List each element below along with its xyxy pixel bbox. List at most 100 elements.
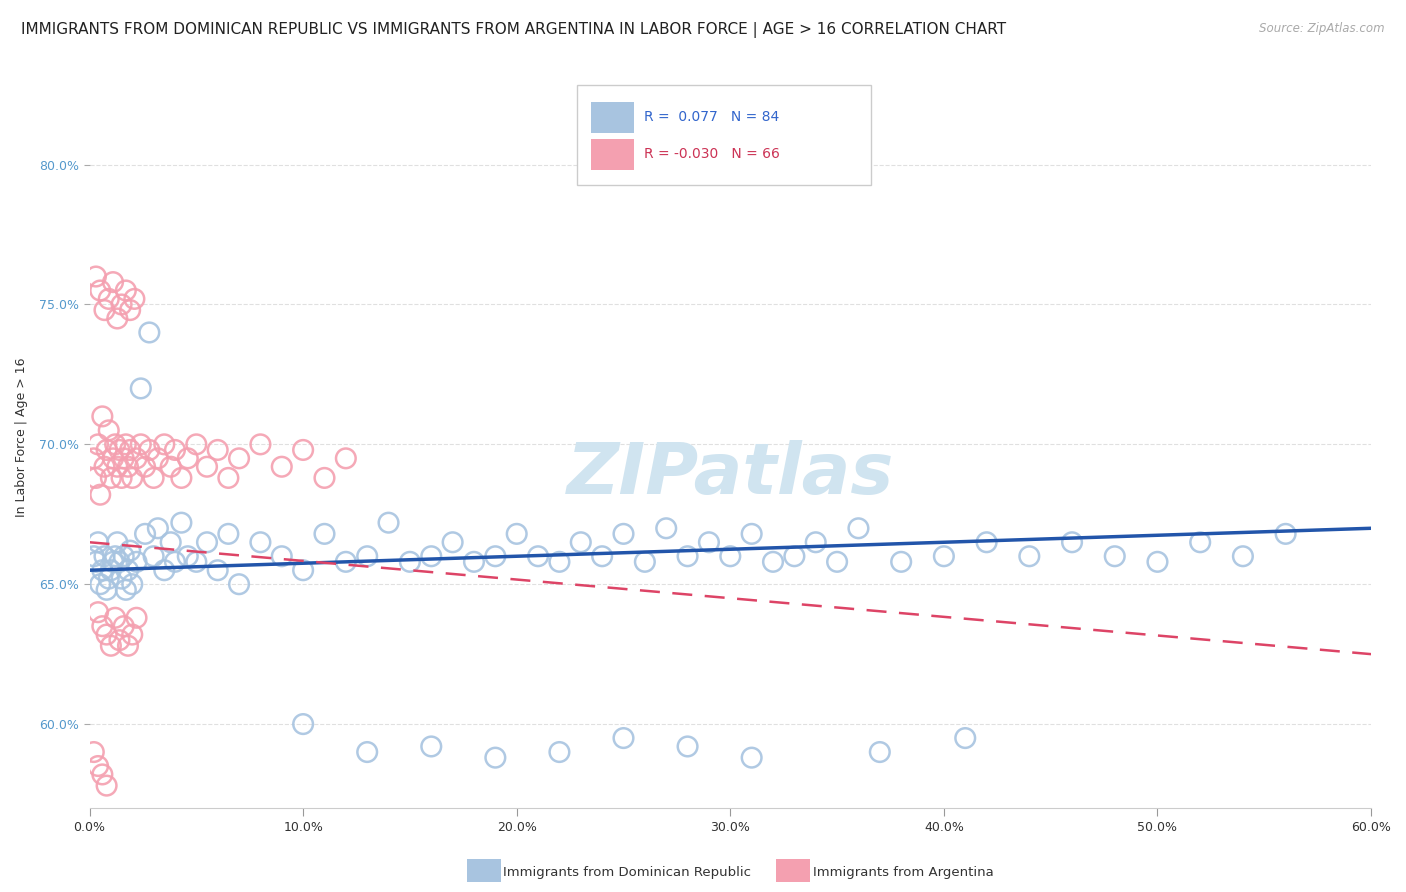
FancyBboxPatch shape	[576, 86, 872, 186]
Point	[91, 619, 114, 633]
Point	[270, 459, 292, 474]
Point	[741, 750, 763, 764]
Point	[1060, 535, 1083, 549]
Point	[96, 582, 118, 597]
Point	[741, 527, 763, 541]
Point	[121, 471, 143, 485]
Point	[129, 381, 152, 395]
Point	[93, 303, 115, 318]
Point	[110, 572, 132, 586]
Point	[108, 555, 131, 569]
Point	[87, 437, 110, 451]
Point	[138, 326, 160, 340]
Point	[100, 639, 122, 653]
Point	[177, 451, 200, 466]
Point	[228, 577, 250, 591]
Point	[117, 459, 139, 474]
Point	[1104, 549, 1126, 564]
Point	[186, 437, 208, 451]
Point	[93, 459, 115, 474]
FancyBboxPatch shape	[591, 102, 634, 133]
Text: R = -0.030   N = 66: R = -0.030 N = 66	[644, 147, 780, 161]
Point	[718, 549, 741, 564]
Point	[1146, 555, 1168, 569]
Point	[146, 521, 169, 535]
Point	[292, 442, 315, 457]
Point	[142, 549, 165, 564]
Point	[697, 535, 720, 549]
Point	[676, 739, 699, 754]
Point	[129, 437, 152, 451]
Point	[217, 471, 239, 485]
Point	[87, 535, 110, 549]
Point	[932, 549, 955, 564]
Point	[159, 535, 181, 549]
Point	[117, 563, 139, 577]
Point	[108, 442, 131, 457]
Point	[83, 745, 105, 759]
Point	[104, 437, 127, 451]
Point	[207, 442, 229, 457]
Y-axis label: In Labor Force | Age > 16: In Labor Force | Age > 16	[15, 358, 28, 517]
Point	[976, 535, 998, 549]
Point	[87, 759, 110, 773]
Point	[825, 555, 848, 569]
Point	[117, 639, 139, 653]
Point	[138, 442, 160, 457]
Point	[484, 549, 506, 564]
Point	[869, 745, 891, 759]
Point	[89, 577, 111, 591]
Text: R =  0.077   N = 84: R = 0.077 N = 84	[644, 110, 780, 124]
Point	[159, 459, 181, 474]
Point	[121, 577, 143, 591]
Point	[83, 549, 105, 564]
Text: ZIPatlas: ZIPatlas	[567, 440, 894, 509]
Text: Immigrants from Dominican Republic: Immigrants from Dominican Republic	[503, 866, 751, 879]
Point	[124, 292, 146, 306]
Point	[314, 471, 336, 485]
Point	[335, 451, 357, 466]
Point	[228, 451, 250, 466]
Point	[153, 437, 176, 451]
Point	[1232, 549, 1254, 564]
Point	[84, 555, 107, 569]
Point	[420, 549, 443, 564]
Point	[163, 555, 186, 569]
Point	[783, 549, 806, 564]
Point	[89, 488, 111, 502]
Point	[314, 527, 336, 541]
Point	[804, 535, 827, 549]
Point	[96, 627, 118, 641]
Text: Immigrants from Argentina: Immigrants from Argentina	[813, 866, 994, 879]
Point	[955, 731, 977, 745]
Point	[177, 549, 200, 564]
Point	[125, 555, 148, 569]
Point	[142, 471, 165, 485]
Point	[207, 563, 229, 577]
Point	[292, 717, 315, 731]
Point	[110, 471, 132, 485]
Point	[195, 459, 218, 474]
Point	[377, 516, 399, 530]
Point	[120, 303, 142, 318]
Point	[1189, 535, 1212, 549]
Point	[848, 521, 870, 535]
Point	[170, 516, 193, 530]
Point	[134, 527, 156, 541]
Point	[91, 563, 114, 577]
Point	[441, 535, 464, 549]
Point	[292, 563, 315, 577]
Point	[84, 471, 107, 485]
Text: IMMIGRANTS FROM DOMINICAN REPUBLIC VS IMMIGRANTS FROM ARGENTINA IN LABOR FORCE |: IMMIGRANTS FROM DOMINICAN REPUBLIC VS IM…	[21, 22, 1007, 38]
Point	[112, 451, 135, 466]
Point	[463, 555, 485, 569]
Point	[97, 572, 120, 586]
Point	[399, 555, 422, 569]
Point	[612, 731, 634, 745]
Point	[108, 633, 131, 648]
Point	[270, 549, 292, 564]
Point	[93, 549, 115, 564]
Point	[104, 549, 127, 564]
Point	[87, 605, 110, 619]
Point	[134, 459, 156, 474]
